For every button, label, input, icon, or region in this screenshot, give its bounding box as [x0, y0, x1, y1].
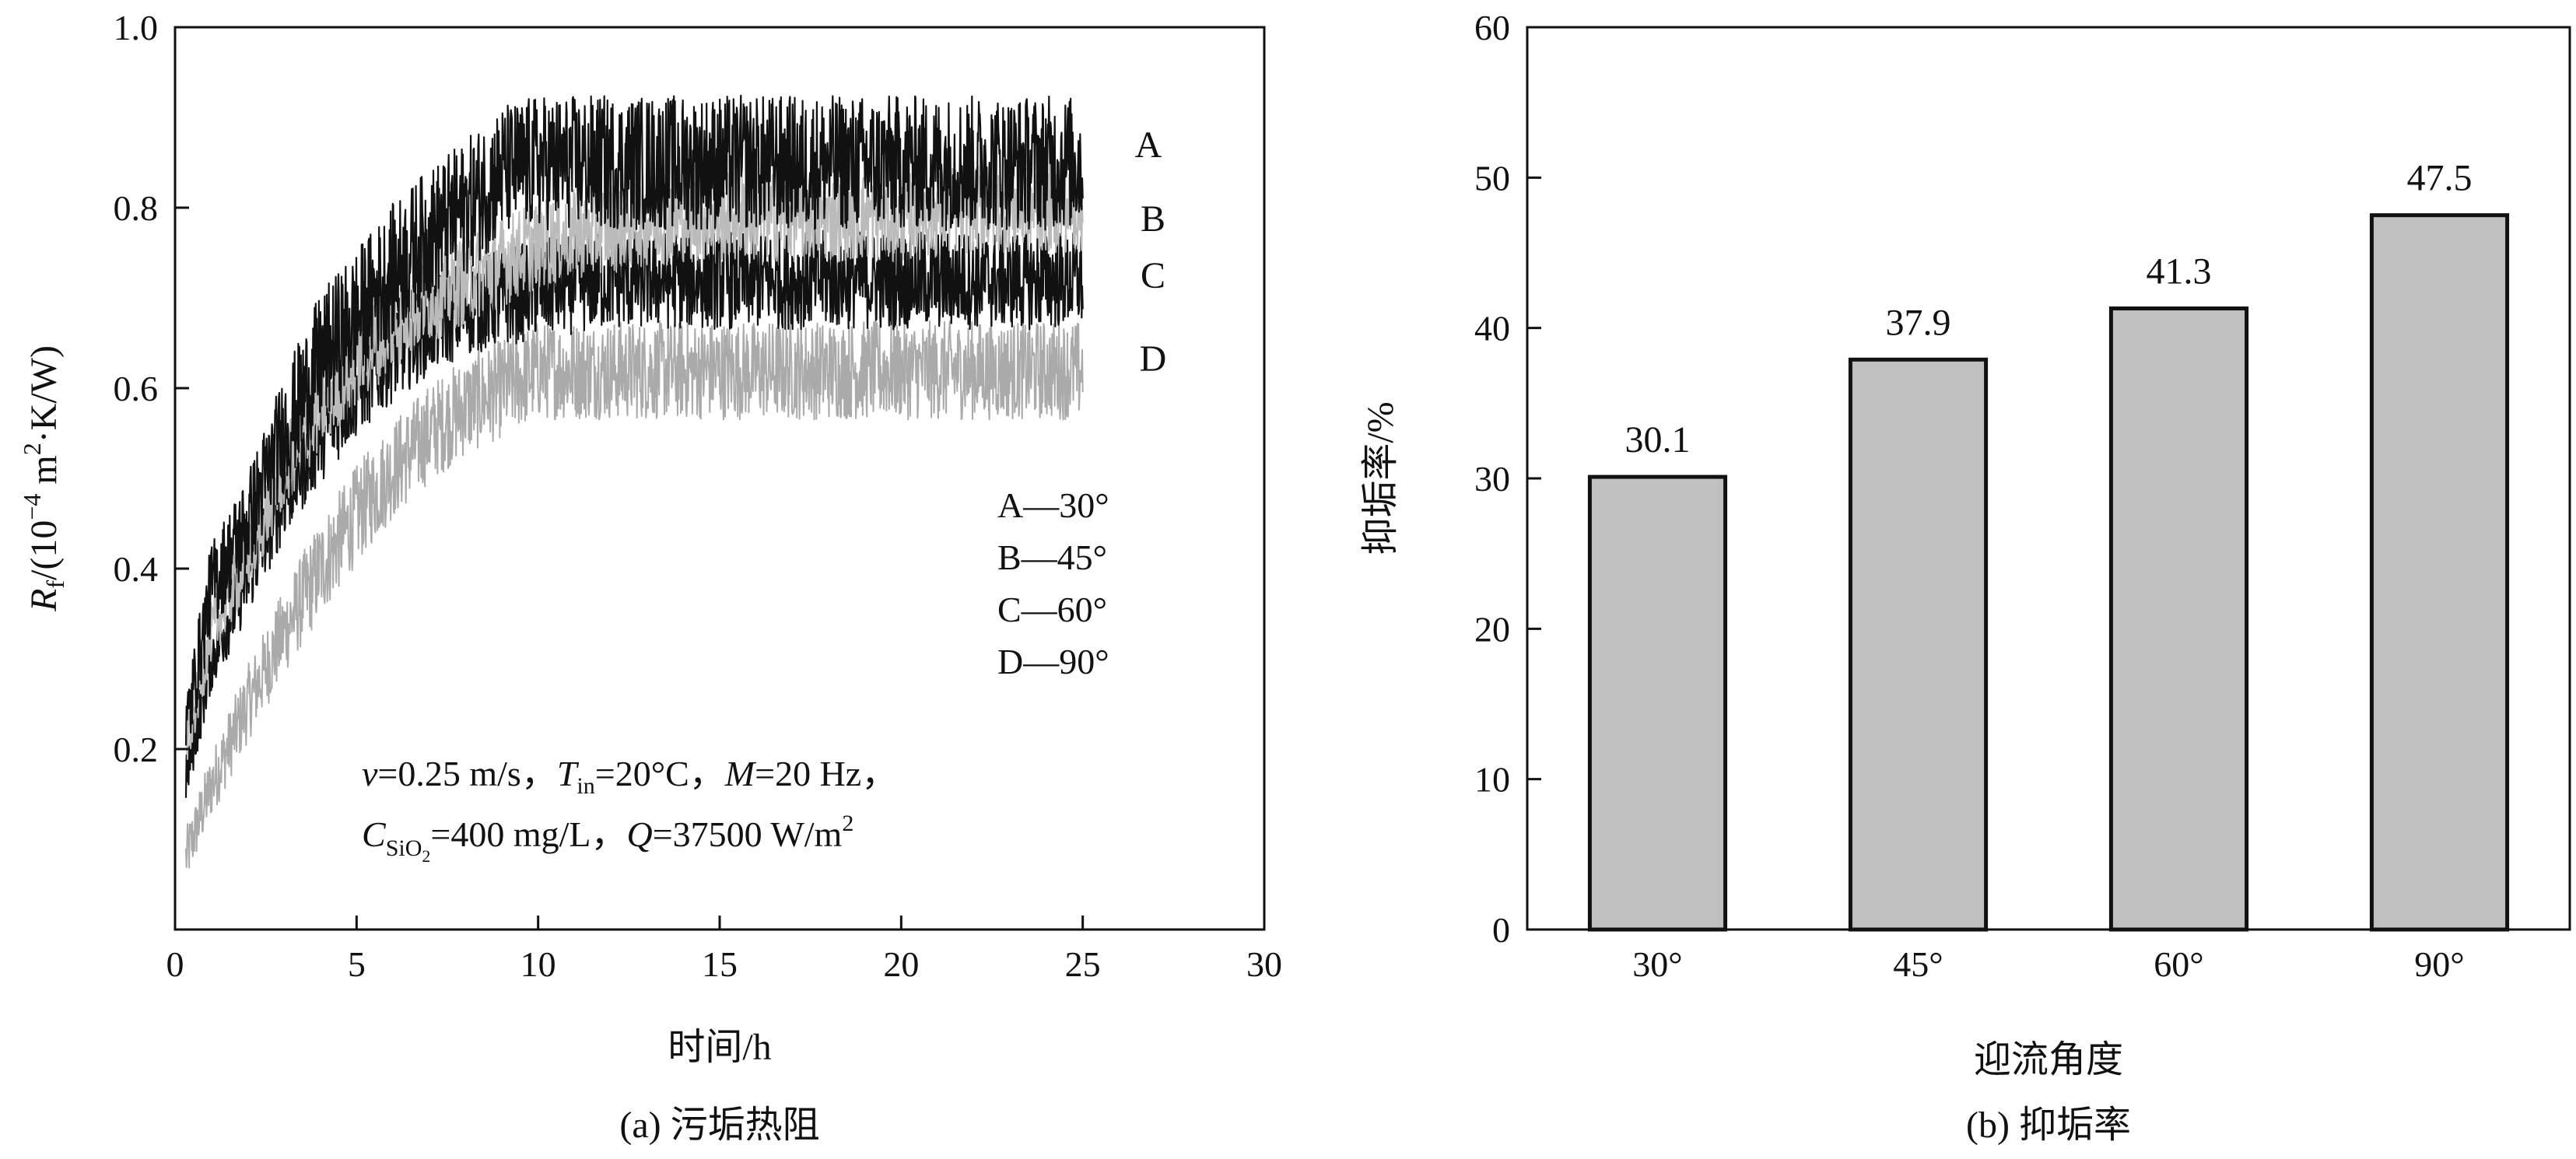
chart-b-y-tick-label: 60 [1474, 8, 1510, 47]
chart-b-y-tick-label: 10 [1474, 760, 1510, 800]
series-line-d [185, 320, 1084, 869]
chart-a-x-tick-label: 20 [883, 944, 919, 984]
chart-a-ticks: 0 5 10 15 20 25 30 0.2 0.4 0.6 0.8 1.0 [114, 8, 1283, 984]
chart-b-y-tick-label: 20 [1474, 609, 1510, 649]
legend-item-a: A—30° [997, 485, 1109, 525]
legend-item-d: D—90° [997, 642, 1109, 681]
chart-a-series-group [184, 94, 1084, 869]
bar-2 [1848, 357, 1989, 932]
legend-item-b: B—45° [997, 537, 1107, 577]
legend-item-c: C—60° [997, 590, 1107, 629]
fouling-resistance-chart: 0 5 10 15 20 25 30 0.2 0.4 0.6 0.8 1.0 Rf/(10−4 m2·… [18, 8, 1282, 1146]
bar-value-label: 30.1 [1625, 419, 1691, 460]
chart-a-x-tick-label: 25 [1065, 944, 1101, 984]
inhibition-rate-chart: 0 10 20 30 40 50 60 30° 45° 60° 90° 30.1 37.9 41.3 47… [1360, 8, 2571, 1146]
series-letter-c: C [1141, 255, 1165, 296]
chart-b-x-tick-label: 60° [2154, 944, 2203, 984]
bar-value-label: 47.5 [2407, 158, 2473, 199]
chart-b-y-tick-label: 40 [1474, 309, 1510, 348]
chart-a-legend: A—30° B—45° C—60° D—90° [997, 485, 1109, 681]
series-letter-b: B [1141, 198, 1165, 240]
chart-a-y-tick-label: 1.0 [114, 8, 159, 47]
chart-b-y-axis-title: 抑垢率/% [1360, 401, 1401, 555]
bar-value-label: 37.9 [1886, 302, 1951, 343]
series-line-a [184, 94, 1084, 746]
bar-4 [2369, 213, 2510, 932]
chart-b-x-tick-label: 30° [1632, 944, 1682, 984]
chart-a-x-tick-label: 0 [166, 944, 184, 984]
chart-a-x-tick-label: 15 [702, 944, 738, 984]
chart-b-x-tick-label: 90° [2414, 944, 2464, 984]
chart-a-x-axis-title: 时间/h [668, 1027, 771, 1068]
chart-b-x-tick-label: 45° [1893, 944, 1943, 984]
chart-a-y-tick-label: 0.6 [114, 369, 159, 408]
series-letter-a: A [1135, 124, 1162, 166]
chart-a-y-axis-title: Rf/(10−4 m2·K/W) [18, 345, 69, 612]
conditions-line-1: v=0.25 m/s，Tin=20°C，M=20 Hz， [362, 754, 897, 799]
chart-a-x-tick-label: 10 [520, 944, 556, 984]
bar-3 [2108, 306, 2249, 932]
chart-b-bars: 30.1 37.9 41.3 47.5 [1587, 158, 2510, 932]
chart-a-x-tick-label: 5 [348, 944, 366, 984]
series-letter-d: D [1140, 338, 1167, 380]
chart-b-x-axis-title: 迎流角度 [1974, 1039, 2123, 1080]
chart-a-caption: (a) 污垢热阻 [619, 1105, 819, 1146]
chart-a-y-tick-label: 0.8 [114, 188, 159, 228]
chart-a-y-tick-label: 0.4 [114, 549, 159, 589]
chart-b-caption: (b) 抑垢率 [1966, 1105, 2131, 1146]
chart-a-y-tick-label: 0.2 [114, 730, 159, 769]
conditions-line-2: CSiO2=400 mg/L，Q=37500 W/m2 [362, 811, 853, 866]
chart-a-x-tick-label: 30 [1246, 944, 1282, 984]
bar-1 [1587, 474, 1728, 932]
chart-b-y-tick-label: 50 [1474, 158, 1510, 198]
chart-b-y-tick-label: 30 [1474, 459, 1510, 499]
bar-value-label: 41.3 [2147, 251, 2212, 292]
chart-b-y-tick-label: 0 [1492, 910, 1510, 950]
